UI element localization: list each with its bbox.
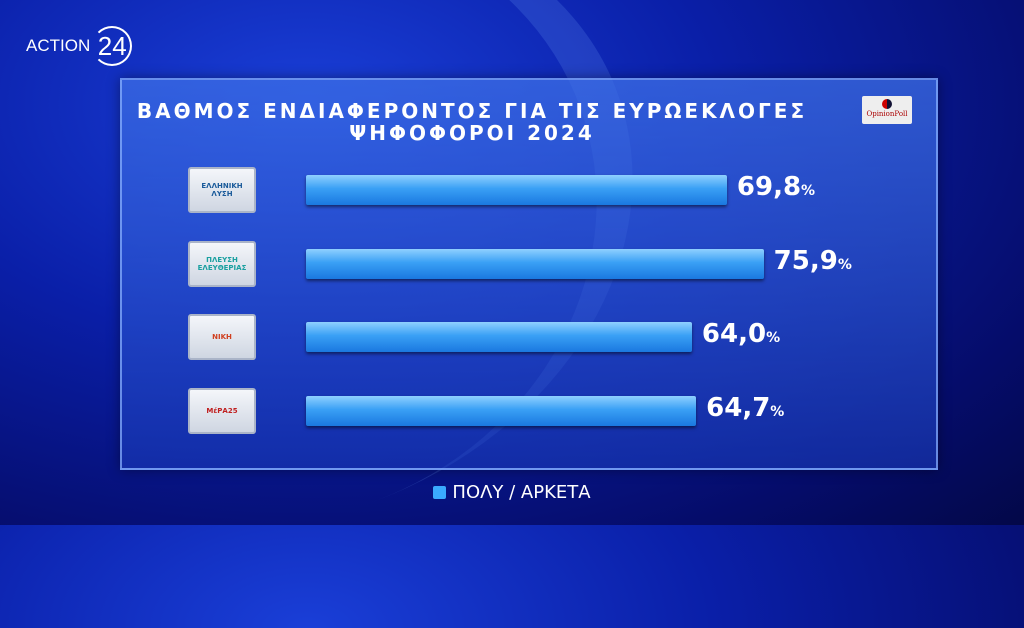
legend-swatch bbox=[433, 486, 447, 499]
unit-text: % bbox=[801, 183, 816, 199]
bar bbox=[306, 175, 727, 205]
channel-logo: ACTION 24 bbox=[26, 26, 133, 66]
legend-label: ΠΟΛΥ / ΑΡΚΕΤΑ bbox=[452, 482, 591, 503]
chart-panel: ΒΑΘΜΟΣ ΕΝΔΙΑΦΕΡΟΝΤΟΣ ΓΙΑ ΤΙΣ ΕΥΡΩΕΚΛΟΓΕΣ… bbox=[120, 78, 938, 470]
data-label: 64,0% bbox=[702, 319, 780, 349]
subtitle-line: ΨΗΦΟΦΟΡΟΙ 2024 bbox=[349, 121, 595, 145]
chart-title: ΒΑΘΜΟΣ ΕΝΔΙΑΦΕΡΟΝΤΟΣ ΓΙΑ ΤΙΣ ΕΥΡΩΕΚΛΟΓΕΣ… bbox=[122, 100, 822, 144]
party-logo: ΜέΡΑ25 bbox=[188, 388, 256, 434]
value-text: 64,0 bbox=[701, 319, 767, 349]
value-text: 69,8 bbox=[736, 172, 802, 202]
party-logo: ΠΛΕΥΣΗ ΕΛΕΥΘΕΡΙΑΣ bbox=[188, 241, 256, 287]
opinionpoll-logo: OpinionPoll bbox=[862, 96, 912, 124]
legend: ΠΟΛΥ / ΑΡΚΕΤΑ bbox=[0, 482, 1024, 503]
unit-text: % bbox=[770, 404, 785, 420]
data-label: 75,9% bbox=[774, 246, 852, 276]
value-text: 75,9 bbox=[773, 246, 838, 276]
bar bbox=[306, 322, 692, 352]
bar bbox=[306, 396, 697, 426]
party-logo: ΕΛΛΗΝΙΚΗ ΛΥΣΗ bbox=[188, 167, 256, 213]
unit-text: % bbox=[766, 330, 781, 346]
bar bbox=[306, 249, 764, 279]
data-label: 69,8% bbox=[737, 172, 815, 202]
value-text: 64,7 bbox=[706, 393, 771, 423]
title-line: ΒΑΘΜΟΣ ΕΝΔΙΑΦΕΡΟΝΤΟΣ ΓΙΑ ΤΙΣ ΕΥΡΩΕΚΛΟΓΕΣ bbox=[136, 99, 808, 123]
party-logo: ΝΙΚΗ bbox=[188, 314, 256, 360]
data-label: 64,7% bbox=[706, 393, 784, 423]
unit-text: % bbox=[837, 257, 852, 273]
brand-number: 24 bbox=[92, 26, 133, 66]
brand-text: ACTION bbox=[26, 36, 91, 55]
